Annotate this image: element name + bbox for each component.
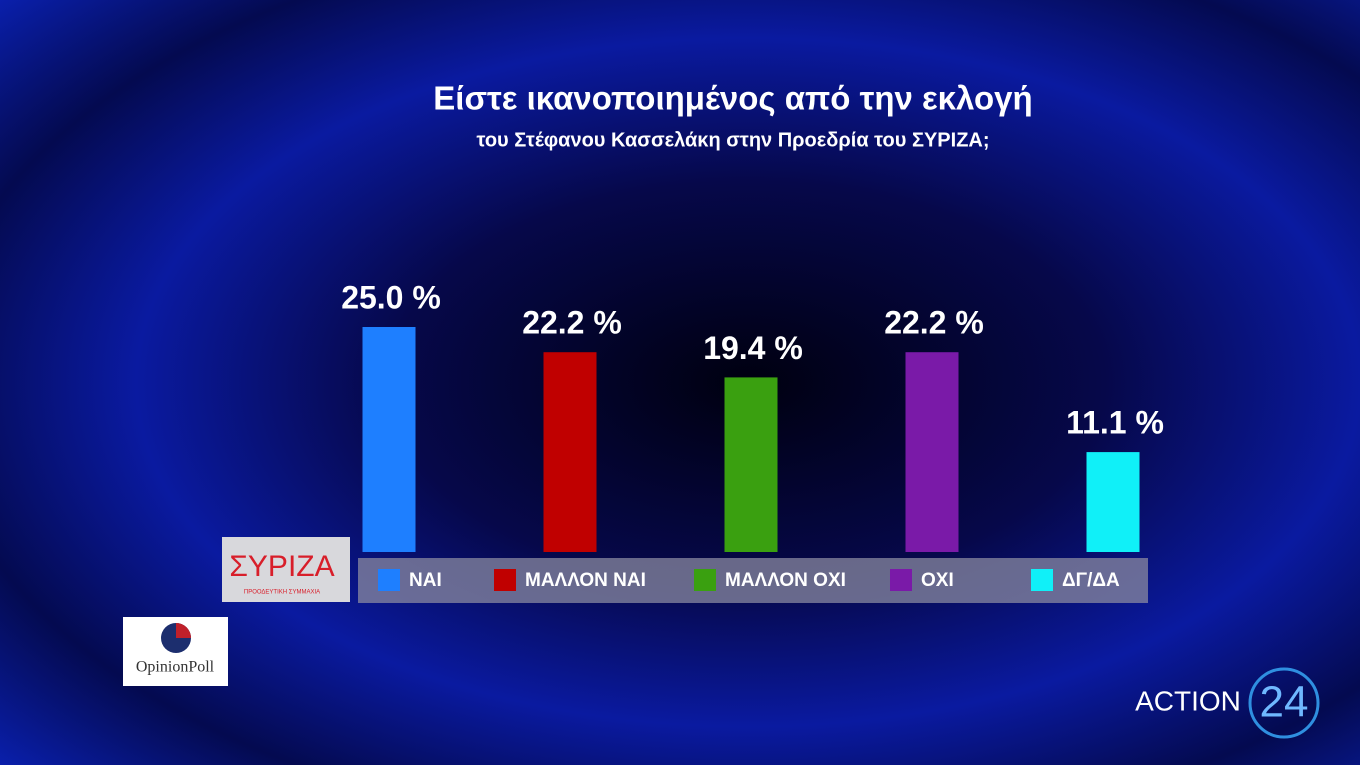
channel-name: ACTION bbox=[1135, 685, 1241, 716]
value-label: 25.0 % bbox=[341, 279, 441, 315]
channel-ring bbox=[1248, 667, 1320, 739]
legend-swatch bbox=[378, 569, 400, 591]
party-name: ΣΥΡΙΖΑ bbox=[229, 550, 334, 583]
legend-label: ΜΑΛΛΟΝ ΝΑΙ bbox=[525, 570, 646, 591]
bar bbox=[362, 327, 416, 552]
party-logo bbox=[222, 537, 350, 602]
legend-label: ΜΑΛΛΟΝ ΟΧΙ bbox=[725, 570, 846, 591]
chart-title: Είστε ικανοποιημένος από την εκλογή bbox=[433, 80, 1032, 117]
value-label: 19.4 % bbox=[703, 330, 803, 366]
legend-swatch bbox=[494, 569, 516, 591]
legend-label: ΔΓ/ΔΑ bbox=[1062, 570, 1120, 591]
bar bbox=[724, 377, 778, 552]
legend-swatch bbox=[1031, 569, 1053, 591]
legend-swatch bbox=[890, 569, 912, 591]
bar bbox=[1086, 452, 1140, 552]
pollster-icon-slice bbox=[176, 623, 191, 638]
bar bbox=[543, 352, 597, 552]
bar bbox=[905, 352, 959, 552]
legend-label: ΟΧΙ bbox=[921, 570, 954, 591]
party-subtitle: ΠΡΟΟΔΕΥΤΙΚΗ ΣΥΜΜΑΧΙΑ bbox=[244, 590, 320, 596]
legend-swatch bbox=[694, 569, 716, 591]
value-label: 22.2 % bbox=[522, 305, 622, 341]
pollster-name: OpinionPoll bbox=[136, 659, 215, 676]
chart-subtitle: του Στέφανου Κασσελάκη στην Προεδρία του… bbox=[476, 129, 989, 151]
legend-box bbox=[358, 558, 1148, 603]
value-label: 22.2 % bbox=[884, 305, 984, 341]
legend-label: ΝΑΙ bbox=[409, 570, 442, 591]
value-label: 11.1 % bbox=[1066, 405, 1164, 441]
channel-number: 24 bbox=[1260, 678, 1309, 727]
